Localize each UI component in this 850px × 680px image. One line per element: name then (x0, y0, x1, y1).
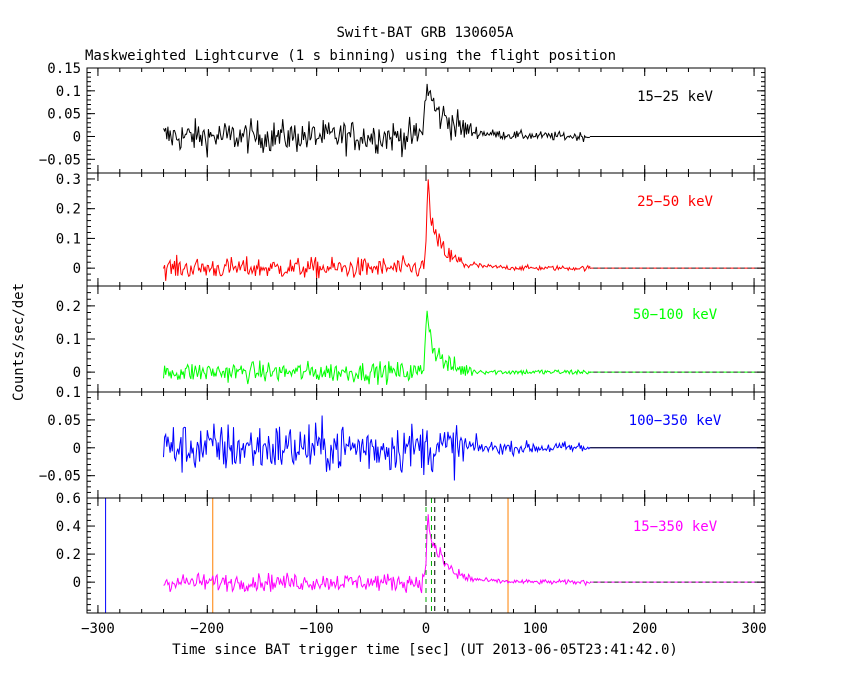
panels-group: −0.05 0 0.05 0.1 0.15 15−25 keV 0 0.1 0.2 0.3 25−5… (39, 61, 766, 614)
y-tick-label: 0.1 (56, 332, 81, 348)
chart-title: Swift-BAT GRB 130605A (336, 25, 514, 41)
x-axis-label: Time since BAT trigger time [sec] (UT 20… (172, 642, 678, 658)
panel-1: −0.05 0 0.05 0.1 0.15 15−25 keV (39, 61, 766, 174)
y-tick-label: 0.1 (56, 385, 81, 401)
panel-3: 0 0.1 0.2 50−100 keV (56, 285, 766, 393)
x-axis: −300 −200 −100 0 100 200 300 (81, 621, 767, 637)
panel-label: 25−50 keV (637, 194, 713, 210)
panel-4: −0.05 0 0.05 0.1 100−350 keV (39, 385, 766, 499)
y-tick-label: 0.2 (56, 547, 81, 563)
panel-frame (86, 391, 766, 499)
y-tick-label: 0.3 (56, 172, 81, 188)
series-line (163, 179, 591, 281)
series-line (163, 83, 591, 158)
x-tick-label: 100 (523, 621, 548, 637)
x-tick-label: −100 (300, 621, 334, 637)
y-tick-label: 0.4 (56, 519, 81, 535)
y-tick-label: 0.05 (47, 413, 81, 429)
panel-label: 100−350 keV (629, 413, 722, 429)
panel-5: 0 0.2 0.4 0.6 15−350 keV (56, 491, 766, 614)
x-tick-label: −300 (81, 621, 115, 637)
panel-2: 0 0.1 0.2 0.3 25−50 keV (56, 172, 766, 287)
y-tick-label: −0.05 (39, 469, 81, 485)
x-tick-label: 300 (741, 621, 766, 637)
y-tick-label: 0.05 (47, 107, 81, 123)
y-tick-label: 0.2 (56, 299, 81, 315)
x-tick-label: 200 (632, 621, 657, 637)
x-tick-label: −200 (190, 621, 224, 637)
series-line (163, 310, 591, 385)
y-tick-label: 0 (73, 129, 81, 145)
panel-frame (86, 285, 766, 393)
panel-label: 50−100 keV (633, 307, 718, 323)
chart-subtitle: Maskweighted Lightcurve (1 s binning) us… (85, 48, 616, 64)
y-tick-label: −0.05 (39, 152, 81, 168)
y-tick-label: 0.1 (56, 84, 81, 100)
y-tick-label: 0 (73, 441, 81, 457)
y-tick-label: 0.15 (47, 61, 81, 77)
panel-frame (86, 67, 766, 174)
series-line (163, 415, 591, 481)
y-axis-label: Counts/sec/det (11, 283, 27, 401)
panel-label: 15−25 keV (637, 89, 713, 105)
y-tick-label: 0.6 (56, 491, 81, 507)
series-line (163, 514, 591, 594)
y-tick-label: 0 (73, 575, 81, 591)
y-tick-label: 0 (73, 365, 81, 381)
y-tick-label: 0.1 (56, 231, 81, 247)
y-tick-label: 0.2 (56, 202, 81, 218)
panel-label: 15−350 keV (633, 519, 718, 535)
x-tick-label: 0 (422, 621, 430, 637)
y-tick-label: 0 (73, 261, 81, 277)
